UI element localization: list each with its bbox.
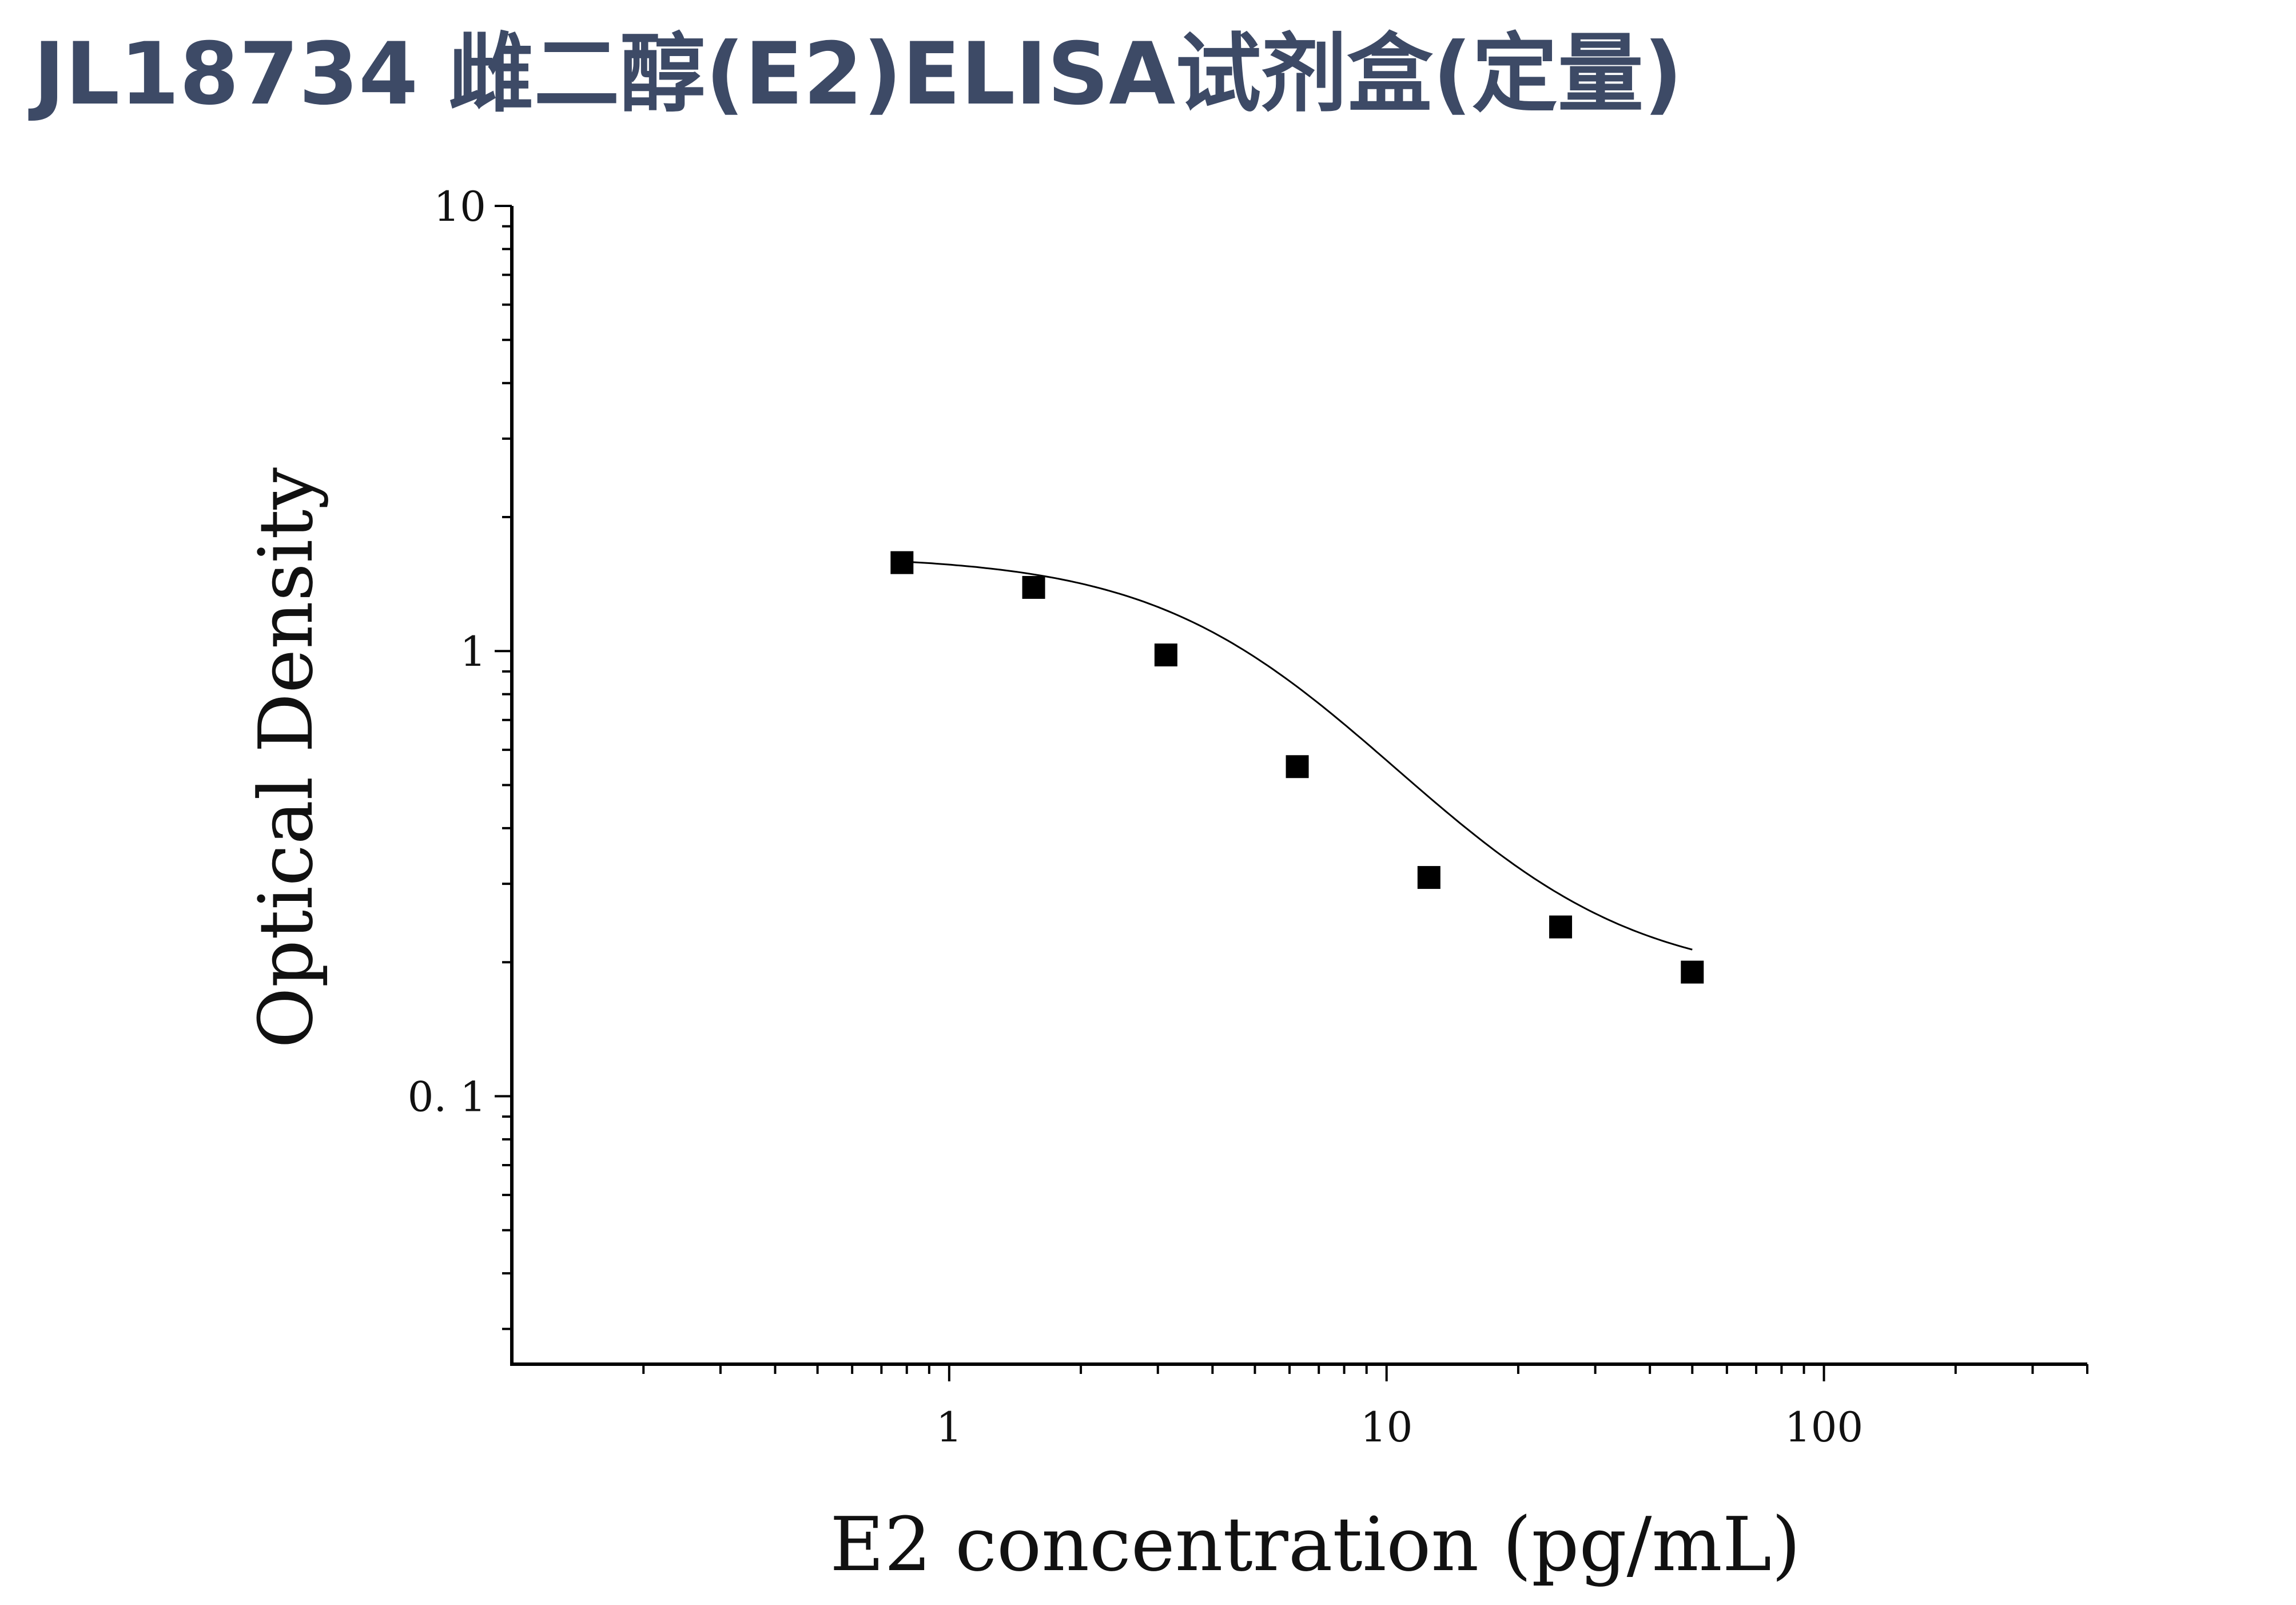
fit-curve	[902, 561, 1693, 951]
y-tick-label: 10	[433, 182, 486, 231]
data-point	[1549, 915, 1573, 939]
x-tick-label: 100	[1785, 1403, 1863, 1451]
ticks	[495, 205, 2088, 1381]
y-tick-label: 1	[460, 627, 486, 676]
page-title: JL18734 雌二醇(E2)ELISA试剂盒(定量)	[33, 25, 1683, 124]
data-point	[1286, 755, 1309, 778]
data-point	[1022, 575, 1045, 599]
data-point	[1681, 960, 1704, 984]
data-point	[1417, 866, 1441, 889]
data-point	[1154, 643, 1177, 667]
tick-labels: 1 10 100 0. 1 1 10	[408, 182, 1864, 1451]
y-axis-title: Optical Density	[242, 467, 329, 1048]
axes	[510, 206, 2087, 1366]
x-tick-label: 10	[1360, 1403, 1413, 1451]
y-tick-label: 0. 1	[408, 1072, 486, 1121]
data-point	[890, 551, 914, 574]
data-points	[890, 551, 1704, 984]
x-tick-label: 1	[936, 1403, 962, 1451]
x-axis-title: E2 concentration (pg/mL)	[830, 1501, 1801, 1588]
